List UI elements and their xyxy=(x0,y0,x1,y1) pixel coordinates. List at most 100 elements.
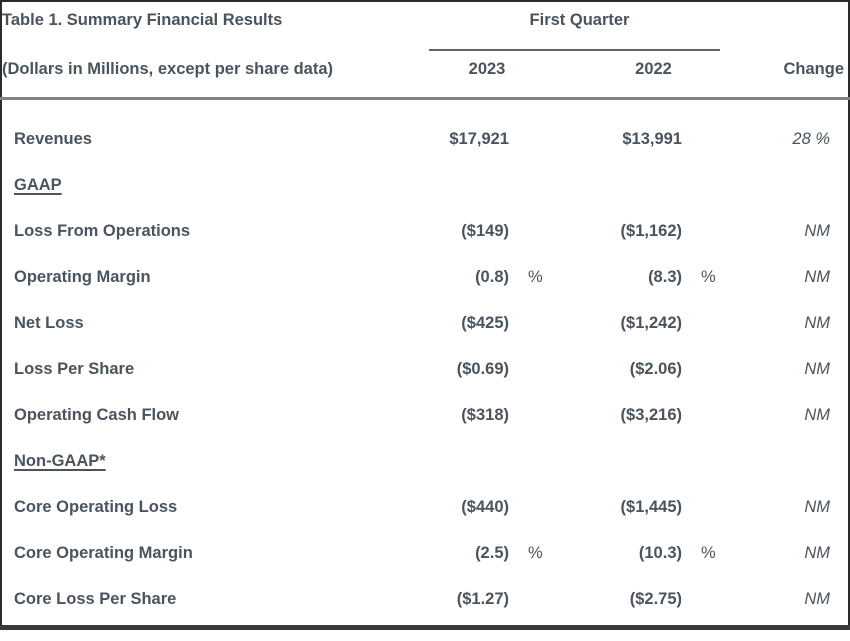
change-value: NM xyxy=(804,543,830,562)
table-row: Operating Cash Flow ($318) ($3,216) NM xyxy=(1,392,849,438)
row-label-text: Loss From Operations xyxy=(14,221,191,240)
row-label: Core Loss Per Share xyxy=(1,576,425,622)
table-footer-spacer xyxy=(1,622,849,627)
table-row: Revenues $17,921 $13,991 28 % xyxy=(1,116,849,162)
percent-unit-2022: % xyxy=(701,543,716,562)
value-2023: ($425) xyxy=(461,313,509,332)
spacer-row xyxy=(1,622,849,627)
value-2022: ($1,242) xyxy=(620,313,682,332)
row-label-text: Net Loss xyxy=(14,313,84,332)
row-label: Loss From Operations xyxy=(1,208,425,254)
percent-unit-2023: % xyxy=(528,267,543,286)
percent-unit-2023 xyxy=(511,208,561,254)
table-header: Table 1. Summary Financial Results First… xyxy=(1,1,849,100)
value-2022: $13,991 xyxy=(622,129,682,148)
table-row: Loss Per Share ($0.69) ($2.06) NM xyxy=(1,346,849,392)
change-value: NM xyxy=(804,405,830,424)
row-label-text: Core Loss Per Share xyxy=(14,589,177,608)
value-2022: ($2.06) xyxy=(629,359,682,378)
row-label-text: Core Operating Loss xyxy=(14,497,178,516)
table-subtitle: (Dollars in Millions, except per share d… xyxy=(1,51,425,100)
row-label-text: Core Operating Margin xyxy=(14,543,193,562)
column-header-2022: 2022 xyxy=(561,51,735,100)
table-row: Core Operating Loss ($440) ($1,445) NM xyxy=(1,484,849,530)
percent-unit-2023: % xyxy=(528,543,543,562)
value-2022: ($1,445) xyxy=(620,497,682,516)
percent-unit-2022 xyxy=(684,346,734,392)
column-header-2023: 2023 xyxy=(425,51,561,100)
change-value: 28 % xyxy=(792,129,830,148)
percent-unit-2022: % xyxy=(701,267,716,286)
row-label-text: GAAP xyxy=(14,175,62,194)
group-header-label: First Quarter xyxy=(529,11,630,29)
percent-unit-2023 xyxy=(511,484,561,530)
value-2023: (0.8) xyxy=(475,267,509,286)
row-label: GAAP xyxy=(1,162,425,208)
value-2023: ($149) xyxy=(461,221,509,240)
header-row-top: Table 1. Summary Financial Results First… xyxy=(1,1,849,51)
table-title: Table 1. Summary Financial Results xyxy=(2,11,283,29)
percent-unit-2023 xyxy=(511,346,561,392)
row-label-text: Non-GAAP* xyxy=(14,451,106,470)
table-row: Net Loss ($425) ($1,242) NM xyxy=(1,300,849,346)
group-header-underline xyxy=(429,49,721,51)
value-2023 xyxy=(425,162,511,208)
row-label-text: Loss Per Share xyxy=(14,359,135,378)
row-label-text: Revenues xyxy=(14,129,92,148)
percent-unit-2022 xyxy=(684,162,734,208)
row-label: Non-GAAP* xyxy=(1,438,425,484)
row-label: Core Operating Margin xyxy=(1,530,425,576)
value-2022: (8.3) xyxy=(648,267,682,286)
row-label-text: Operating Cash Flow xyxy=(14,405,180,424)
percent-unit-2022 xyxy=(684,116,734,162)
column-header-change: Change xyxy=(734,51,849,100)
table-body: Revenues $17,921 $13,991 28 % GAAP Loss From … xyxy=(1,98,849,622)
value-2022: ($2.75) xyxy=(629,589,682,608)
table-row: Core Loss Per Share ($1.27) ($2.75) NM xyxy=(1,576,849,622)
percent-unit-2023 xyxy=(511,438,561,484)
change-value: NM xyxy=(804,497,830,516)
row-label-text: Operating Margin xyxy=(14,267,151,286)
header-top-empty-cell xyxy=(734,1,849,51)
row-label: Loss Per Share xyxy=(1,346,425,392)
change-value: NM xyxy=(804,313,830,332)
group-header-cell: First Quarter xyxy=(425,1,734,51)
percent-unit-2022 xyxy=(684,438,734,484)
percent-unit-2023 xyxy=(511,116,561,162)
table-row: Loss From Operations ($149) ($1,162) NM xyxy=(1,208,849,254)
value-2023: ($440) xyxy=(461,497,509,516)
spacer-row xyxy=(1,98,849,116)
value-2023: (2.5) xyxy=(475,543,509,562)
percent-unit-2023 xyxy=(511,300,561,346)
value-2022: ($1,162) xyxy=(620,221,682,240)
change-value: NM xyxy=(804,359,830,378)
value-2022: (10.3) xyxy=(638,543,682,562)
value-2022 xyxy=(561,438,684,484)
table-row: Core Operating Margin (2.5)% (10.3)% NM xyxy=(1,530,849,576)
percent-unit-2023 xyxy=(511,576,561,622)
percent-unit-2023 xyxy=(511,392,561,438)
row-label: Core Operating Loss xyxy=(1,484,425,530)
percent-unit-2022 xyxy=(684,484,734,530)
value-2023: ($318) xyxy=(461,405,509,424)
value-2023: ($1.27) xyxy=(456,589,509,608)
percent-unit-2022 xyxy=(684,392,734,438)
row-label: Operating Margin xyxy=(1,254,425,300)
change-value: NM xyxy=(804,267,830,286)
header-row-columns: (Dollars in Millions, except per share d… xyxy=(1,51,849,100)
percent-unit-2022 xyxy=(684,208,734,254)
change-value: NM xyxy=(804,221,830,240)
row-label: Net Loss xyxy=(1,300,425,346)
change-value xyxy=(734,438,849,484)
change-value: NM xyxy=(804,589,830,608)
value-2022: ($3,216) xyxy=(620,405,682,424)
value-2023 xyxy=(425,438,511,484)
value-2023: ($0.69) xyxy=(456,359,509,378)
change-value xyxy=(734,162,849,208)
percent-unit-2022 xyxy=(684,300,734,346)
percent-unit-2023 xyxy=(511,162,561,208)
row-label: Revenues xyxy=(1,116,425,162)
value-2022 xyxy=(561,162,684,208)
